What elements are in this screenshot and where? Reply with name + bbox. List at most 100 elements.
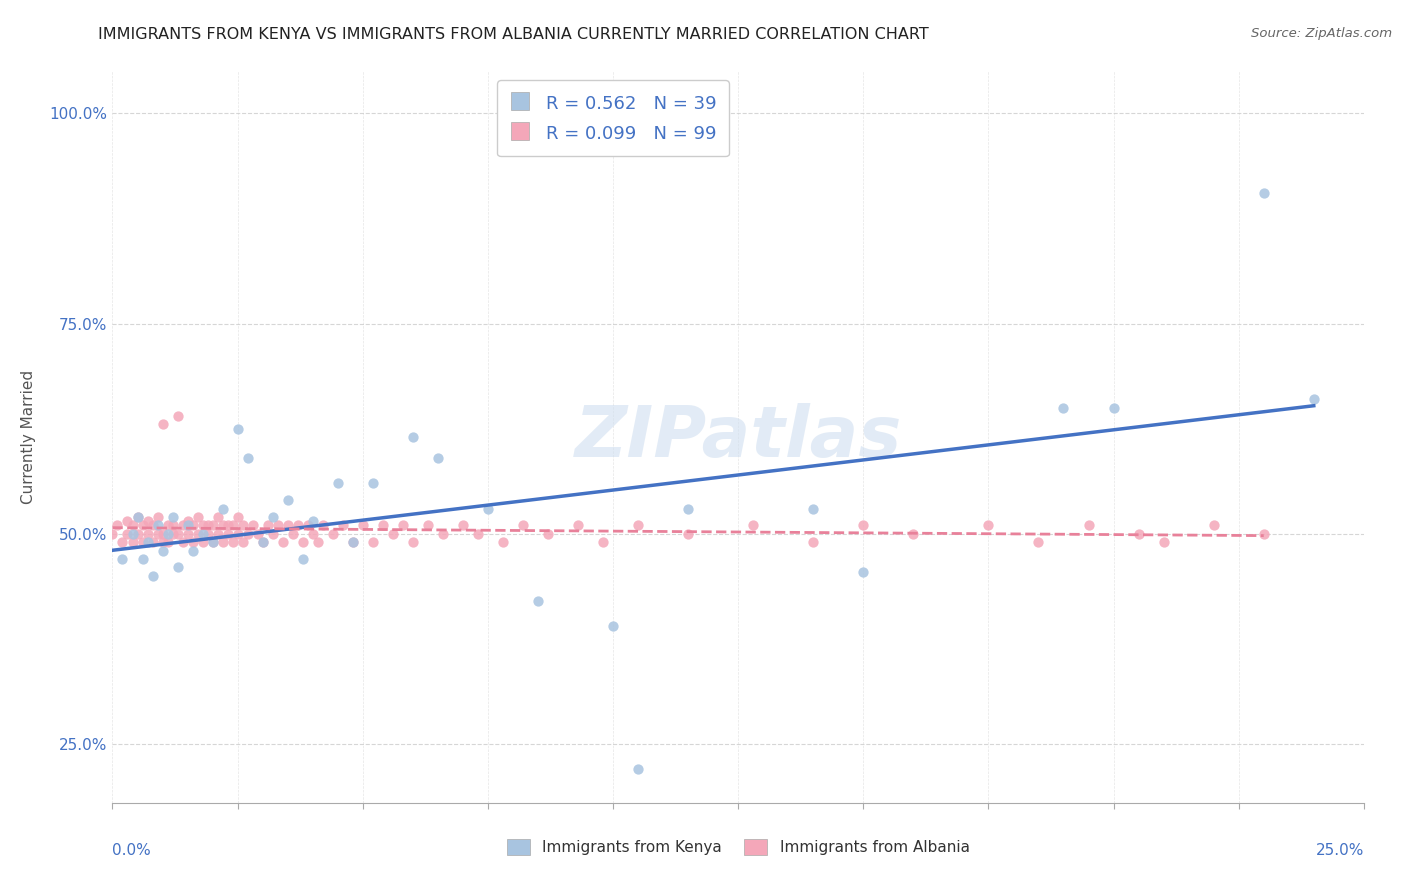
Point <box>201 535 224 549</box>
Point <box>307 535 329 549</box>
Point <box>291 535 314 549</box>
Point <box>176 526 198 541</box>
Point <box>232 518 254 533</box>
Point <box>342 535 364 549</box>
Text: IMMIGRANTS FROM KENYA VS IMMIGRANTS FROM ALBANIA CURRENTLY MARRIED CORRELATION C: IMMIGRANTS FROM KENYA VS IMMIGRANTS FROM… <box>98 27 929 42</box>
Point <box>136 514 159 528</box>
Point <box>297 518 319 533</box>
Point <box>176 518 198 533</box>
Point <box>326 476 349 491</box>
Point <box>977 518 1000 533</box>
Point <box>221 518 243 533</box>
Point <box>256 518 278 533</box>
Point <box>1077 518 1099 533</box>
Point <box>301 514 323 528</box>
Point <box>156 526 179 541</box>
Point <box>111 535 134 549</box>
Point <box>1202 518 1225 533</box>
Point <box>602 619 624 633</box>
Point <box>287 518 309 533</box>
Point <box>492 535 515 549</box>
Point <box>226 422 249 436</box>
Point <box>361 535 384 549</box>
Point <box>801 501 824 516</box>
Point <box>197 526 219 541</box>
Point <box>217 526 239 541</box>
Point <box>676 501 699 516</box>
Point <box>136 535 159 549</box>
Point <box>567 518 589 533</box>
Point <box>467 526 489 541</box>
Point <box>221 535 243 549</box>
Point <box>281 526 304 541</box>
Point <box>127 510 149 524</box>
Point <box>381 526 404 541</box>
Point <box>191 518 214 533</box>
Point <box>451 518 474 533</box>
Point <box>432 526 454 541</box>
Text: 0.0%: 0.0% <box>112 843 152 858</box>
Point <box>166 560 188 574</box>
Point <box>1128 526 1150 541</box>
Point <box>162 526 184 541</box>
Point <box>1253 186 1275 201</box>
Point <box>217 518 239 533</box>
Point <box>207 526 229 541</box>
Point <box>156 535 179 549</box>
Point <box>903 526 925 541</box>
Point <box>121 518 143 533</box>
Point <box>131 518 153 533</box>
Point <box>322 526 344 541</box>
Point <box>391 518 413 533</box>
Point <box>252 535 274 549</box>
Point <box>131 535 153 549</box>
Point <box>152 535 174 549</box>
Point <box>266 518 288 533</box>
Point <box>236 526 259 541</box>
Point <box>242 518 264 533</box>
Point <box>156 518 179 533</box>
Point <box>117 514 139 528</box>
Text: ZIPatlas: ZIPatlas <box>575 402 901 472</box>
Point <box>172 535 194 549</box>
Point <box>146 510 169 524</box>
Point <box>277 518 299 533</box>
Point <box>211 518 233 533</box>
Point <box>512 518 534 533</box>
Point <box>312 518 335 533</box>
Point <box>187 526 209 541</box>
Point <box>1028 535 1050 549</box>
Point <box>121 526 143 541</box>
Point <box>271 535 294 549</box>
Point <box>801 535 824 549</box>
Point <box>301 526 323 541</box>
Point <box>426 451 449 466</box>
Y-axis label: Currently Married: Currently Married <box>21 370 35 504</box>
Point <box>187 510 209 524</box>
Point <box>477 501 499 516</box>
Point <box>676 526 699 541</box>
Point <box>141 535 163 549</box>
Point <box>627 518 650 533</box>
Point <box>277 493 299 508</box>
Point <box>121 535 143 549</box>
Point <box>172 518 194 533</box>
Point <box>191 526 214 541</box>
Point <box>211 501 233 516</box>
Point <box>342 535 364 549</box>
Point <box>207 510 229 524</box>
Point <box>141 569 163 583</box>
Point <box>402 430 425 444</box>
Point <box>127 526 149 541</box>
Point <box>162 510 184 524</box>
Legend: Immigrants from Kenya, Immigrants from Albania: Immigrants from Kenya, Immigrants from A… <box>501 833 976 861</box>
Point <box>527 594 550 608</box>
Text: Source: ZipAtlas.com: Source: ZipAtlas.com <box>1251 27 1392 40</box>
Point <box>131 552 153 566</box>
Point <box>181 518 204 533</box>
Point <box>201 518 224 533</box>
Point <box>152 543 174 558</box>
Point <box>146 518 169 533</box>
Point <box>371 518 394 533</box>
Text: 25.0%: 25.0% <box>1316 843 1364 858</box>
